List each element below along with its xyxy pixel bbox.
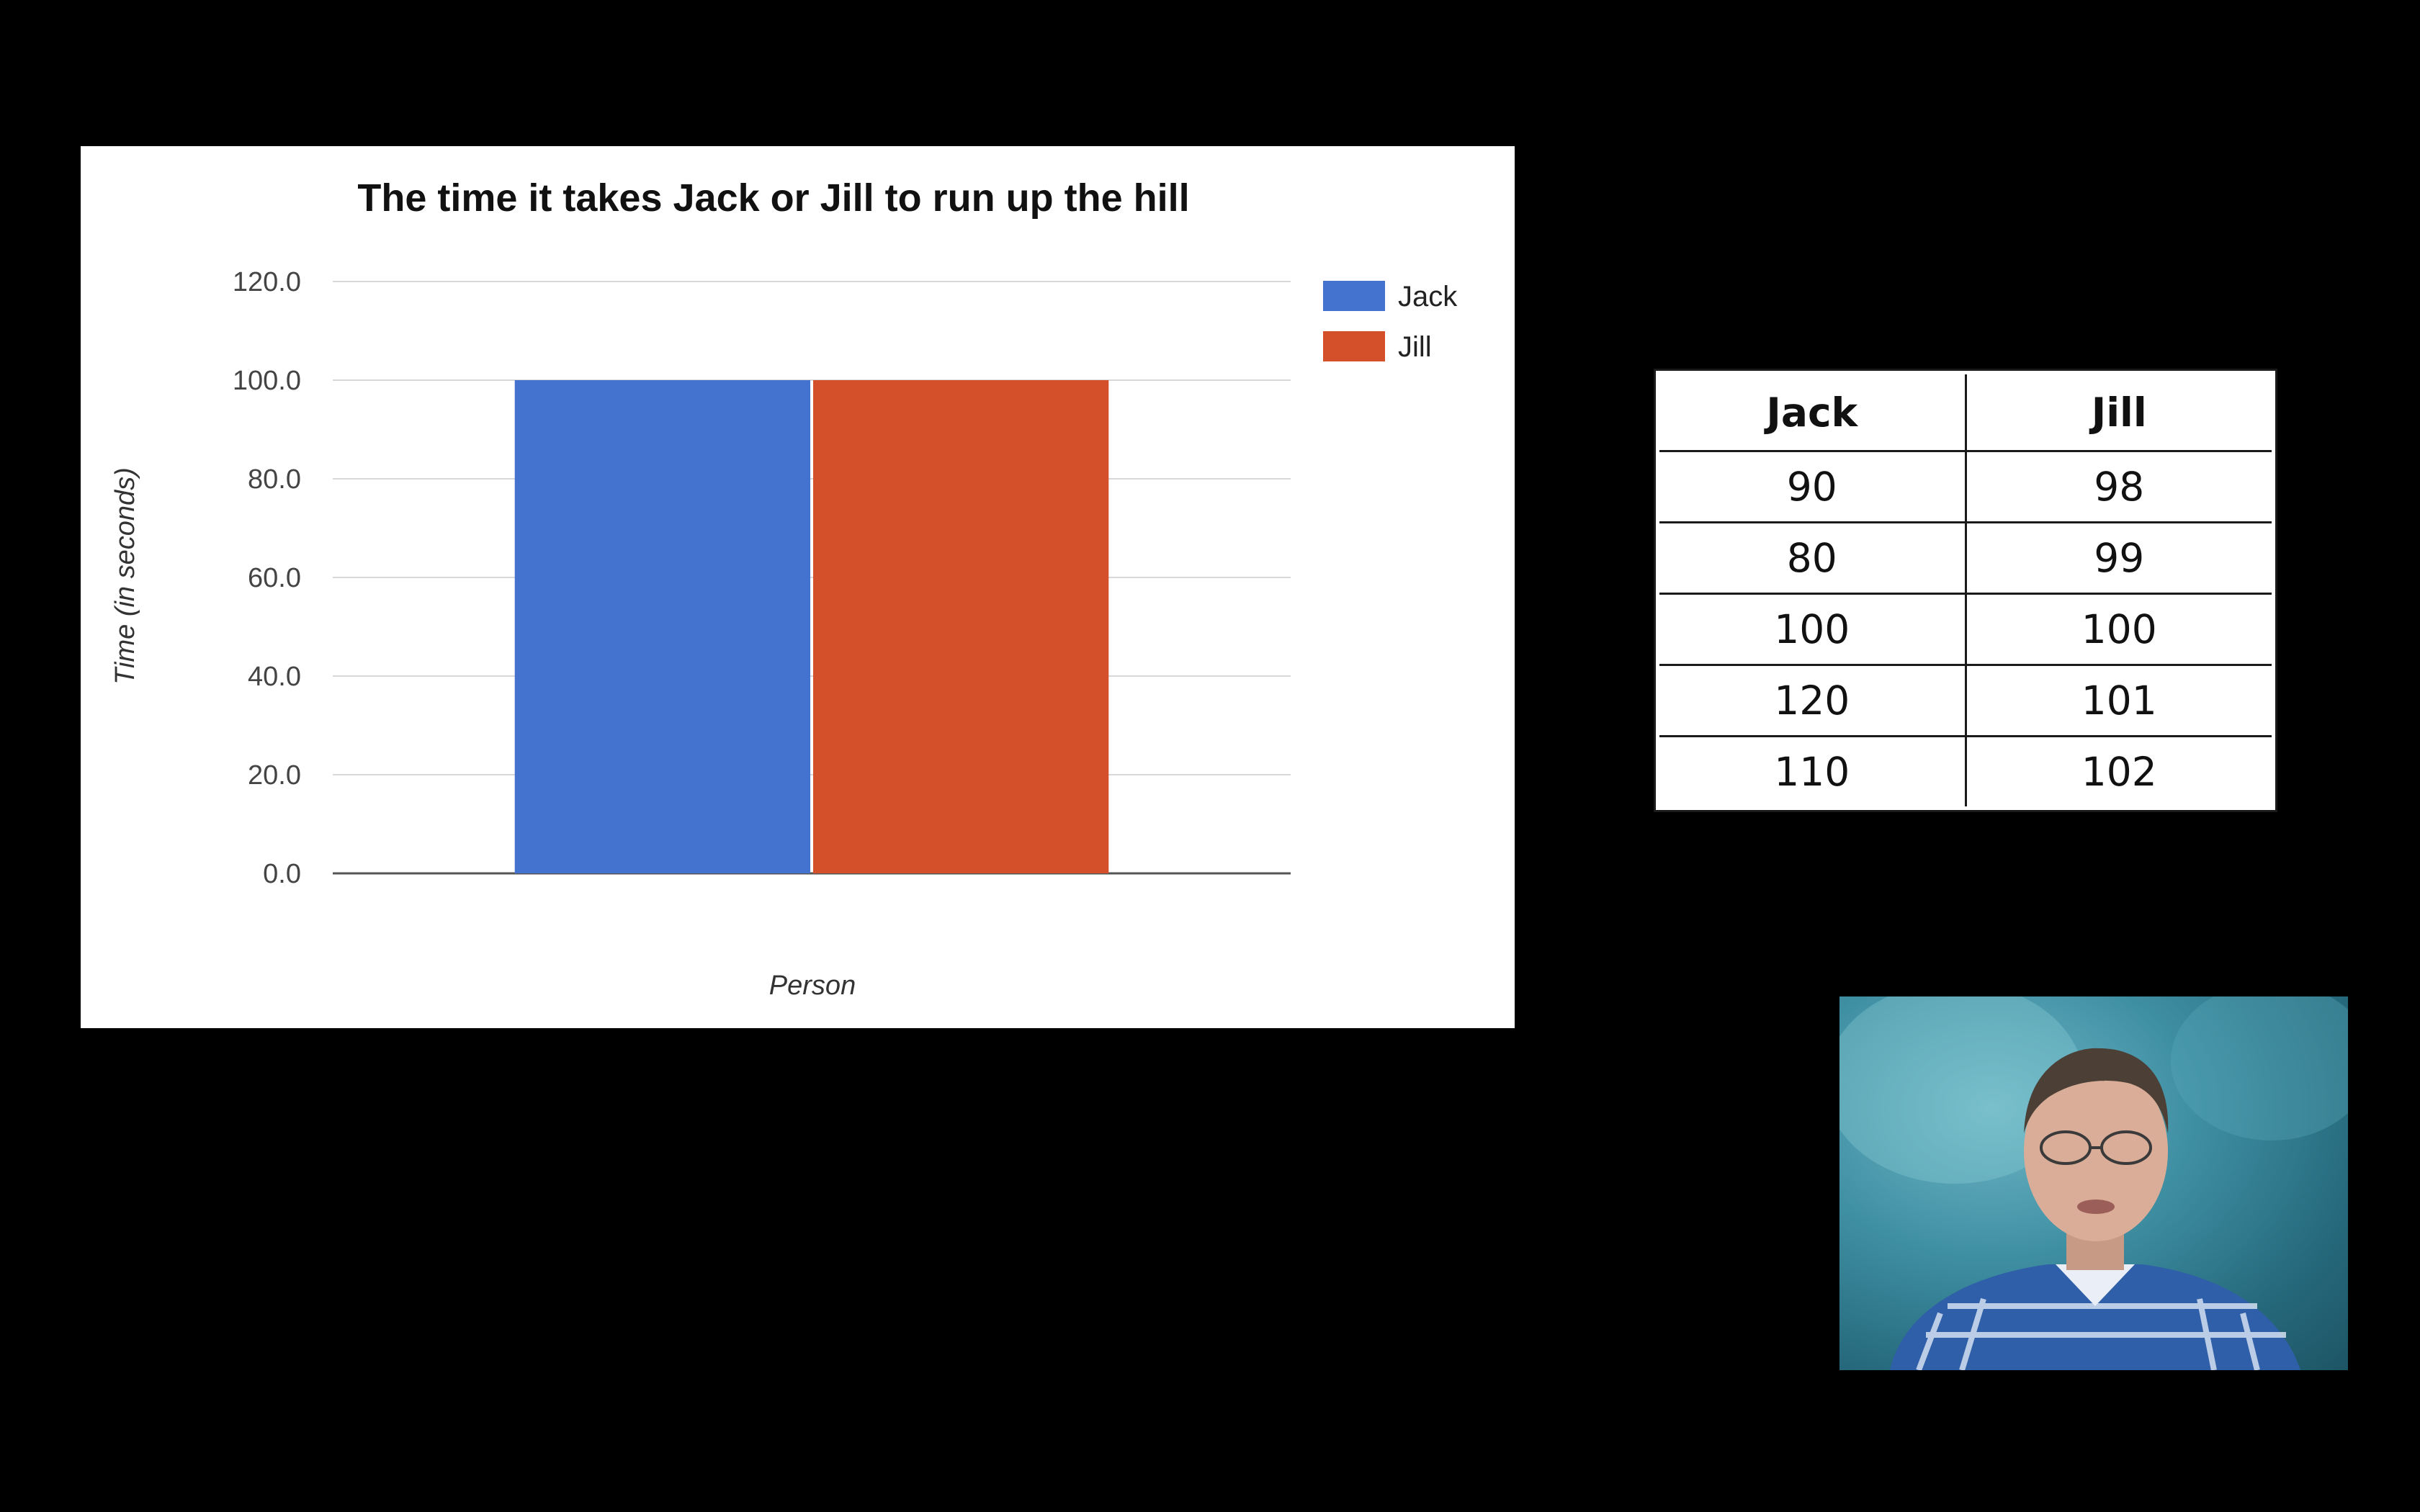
y-tick-label: 80.0 xyxy=(248,464,301,495)
table-cell[interactable]: 98 xyxy=(1964,450,2275,523)
chart-panel: The time it takes Jack or Jill to run up… xyxy=(81,146,1515,1028)
table-cell[interactable]: 90 xyxy=(1657,450,1967,523)
table-header-jack: Jack xyxy=(1657,372,1967,452)
y-tick-label: 0.0 xyxy=(263,859,301,889)
legend-label-jack: Jack xyxy=(1398,281,1458,312)
table-cell[interactable]: 101 xyxy=(1964,664,2275,737)
table-row: 90 98 xyxy=(1657,450,2275,523)
chart-title: The time it takes Jack or Jill to run up… xyxy=(357,176,1189,220)
legend-swatch-jill xyxy=(1323,331,1385,361)
y-tick-label: 60.0 xyxy=(248,563,301,593)
table-row: 110 102 xyxy=(1657,735,2275,809)
y-tick-label: 100.0 xyxy=(233,366,301,396)
y-tick-label: 120.0 xyxy=(233,267,301,297)
table-header-jill: Jill xyxy=(1964,372,2275,452)
y-tick-label: 20.0 xyxy=(248,760,301,791)
table-cell[interactable]: 100 xyxy=(1657,593,1967,666)
y-axis-label: Time (in seconds) xyxy=(110,467,140,685)
presenter-silhouette xyxy=(1839,996,2348,1370)
table-cell[interactable]: 102 xyxy=(1964,735,2275,809)
table-cell[interactable]: 80 xyxy=(1657,521,1967,595)
y-tick-label: 40.0 xyxy=(248,662,301,692)
table-cell[interactable]: 100 xyxy=(1964,593,2275,666)
table-cell[interactable]: 110 xyxy=(1657,735,1967,809)
legend-label-jill: Jill xyxy=(1398,331,1432,363)
bar-jack xyxy=(514,380,810,873)
x-axis-label: Person xyxy=(769,971,856,1001)
table-cell[interactable]: 99 xyxy=(1964,521,2275,595)
data-table: Jack Jill 90 98 80 99 100 100 120 101 11… xyxy=(1654,369,2277,812)
table-row: 120 101 xyxy=(1657,664,2275,737)
presenter-webcam xyxy=(1839,996,2348,1370)
bar-chart: The time it takes Jack or Jill to run up… xyxy=(110,176,1458,1001)
table-header-row: Jack Jill xyxy=(1657,372,2275,452)
table-row: 100 100 xyxy=(1657,593,2275,666)
table-row: 80 99 xyxy=(1657,521,2275,595)
table-cell[interactable]: 120 xyxy=(1657,664,1967,737)
bar-jill xyxy=(813,380,1109,873)
legend-swatch-jack xyxy=(1323,281,1385,311)
